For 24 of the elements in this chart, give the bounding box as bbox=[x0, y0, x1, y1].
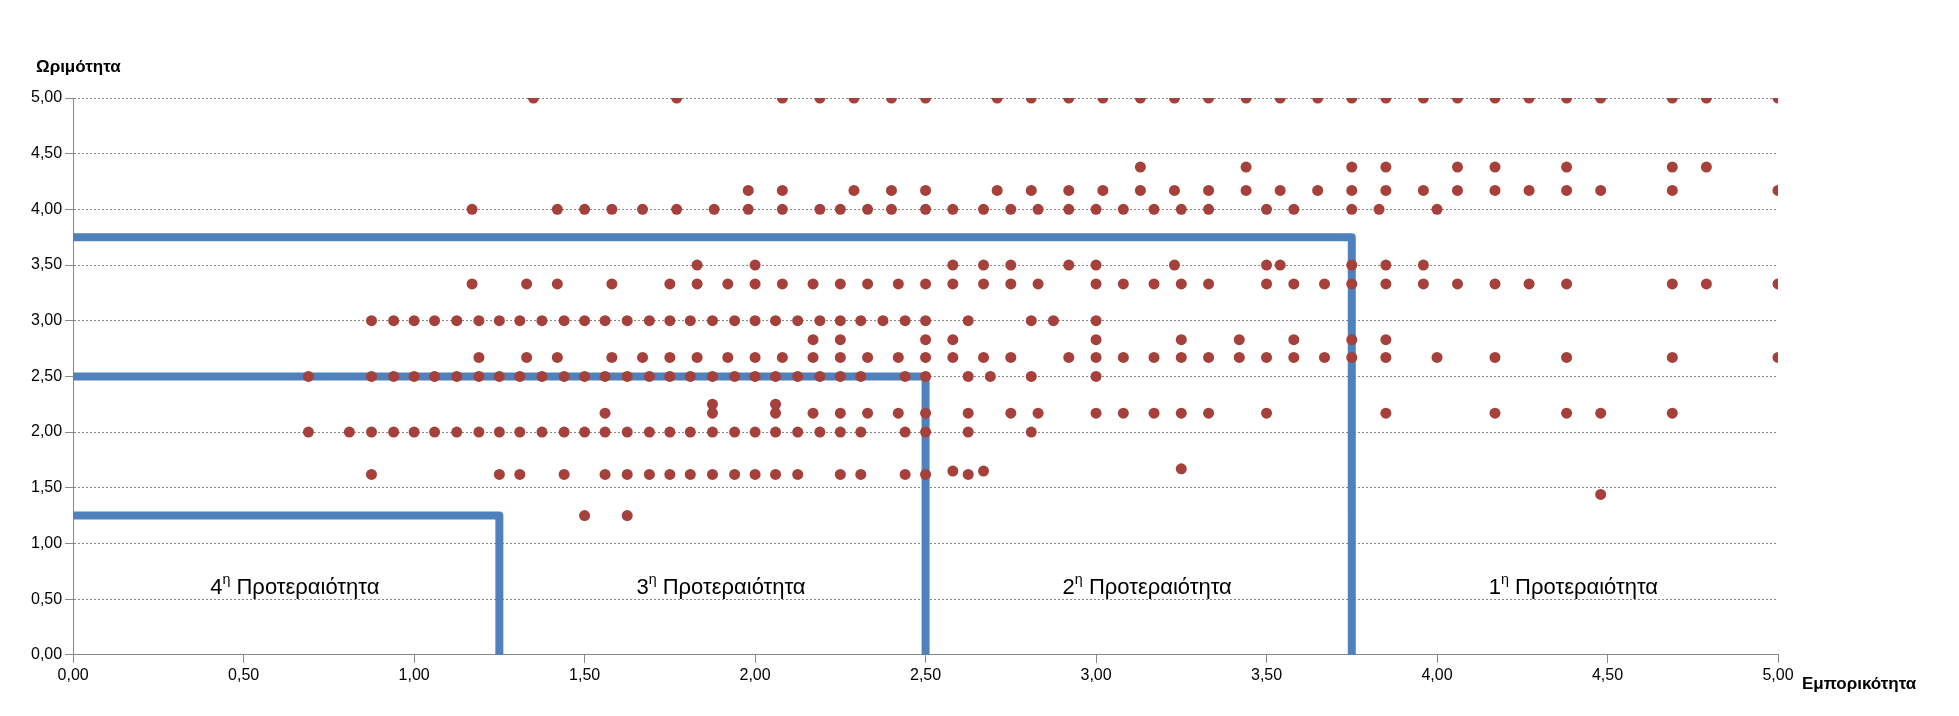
y-tick-label: 5,00 bbox=[31, 88, 63, 106]
y-tick-label: 2,50 bbox=[31, 366, 63, 384]
y-tick-label: 4,00 bbox=[31, 199, 63, 217]
y-tick-label: 3,50 bbox=[31, 255, 63, 273]
x-tick-label: 3,00 bbox=[1080, 665, 1112, 683]
x-tick-label: 1,50 bbox=[569, 665, 601, 683]
y-tick-label: 2,00 bbox=[31, 422, 63, 440]
x-axis-title: Εμπορικότητα bbox=[1802, 674, 1917, 694]
y-tick-label: 0,50 bbox=[31, 589, 63, 607]
y-tick-label: 1,00 bbox=[31, 533, 63, 551]
x-tick-label: 5,00 bbox=[1762, 665, 1794, 683]
y-tick-label: 3,00 bbox=[31, 311, 63, 329]
x-tick-label: 1,00 bbox=[398, 665, 430, 683]
y-tick-label: 0,00 bbox=[31, 645, 63, 663]
x-tick-label: 0,00 bbox=[57, 665, 89, 683]
y-axis-title: Ωριμότητα bbox=[36, 57, 122, 77]
x-tick-label: 4,50 bbox=[1591, 665, 1624, 683]
x-tick-label: 2,50 bbox=[910, 665, 942, 683]
y-tick-label: 4,50 bbox=[31, 144, 63, 162]
x-tick-label: 3,50 bbox=[1250, 665, 1283, 683]
x-tick-label: 2,00 bbox=[739, 665, 771, 683]
x-tick-label: 0,50 bbox=[228, 665, 260, 683]
y-tick-label: 1,50 bbox=[31, 478, 63, 496]
x-tick-label: 4,00 bbox=[1421, 665, 1453, 683]
